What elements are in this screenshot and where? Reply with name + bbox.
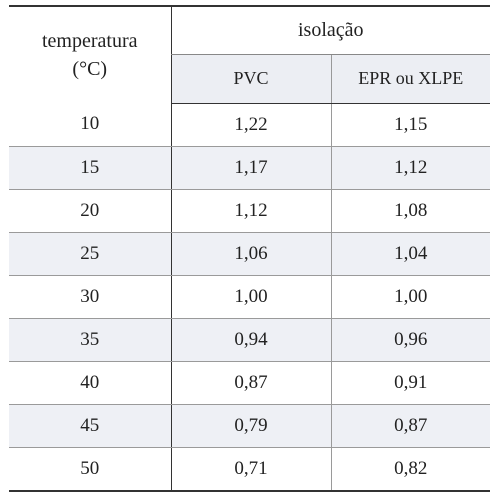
epr-xlpe-cell: 0,91 [331,361,490,405]
pvc-cell: 0,79 [171,404,332,448]
table-row: 35 0,94 0,96 [9,318,490,362]
pvc-cell: 1,17 [171,146,332,190]
header-row-2: PVC EPR ou XLPE [9,54,490,104]
table-row: 20 1,12 1,08 [9,189,490,233]
table-row: 30 1,00 1,00 [9,275,490,319]
pvc-cell: 0,71 [171,447,332,490]
epr-xlpe-cell: 1,15 [331,103,490,147]
epr-xlpe-cell: 1,12 [331,146,490,190]
epr-xlpe-cell: 0,87 [331,404,490,448]
pvc-cell: 1,22 [171,103,332,147]
correction-factor-table: temperatura (°C) isolação PVC EPR ou XLP… [9,7,490,490]
epr-xlpe-cell: 1,00 [331,275,490,319]
pvc-cell: 1,12 [171,189,332,233]
table-row: 25 1,06 1,04 [9,232,490,276]
table-row: 15 1,17 1,12 [9,146,490,190]
table-row: 50 0,71 0,82 [9,447,490,490]
temperature-header-label: temperatura [42,30,138,52]
table-row: 40 0,87 0,91 [9,361,490,405]
table-body: 10 1,22 1,15 15 1,17 1,12 20 1,12 1,08 2… [9,103,490,490]
temperature-cell: 20 [9,189,172,233]
table-row: 45 0,79 0,87 [9,404,490,448]
temperature-cell: 40 [9,361,172,405]
epr-xlpe-cell: 0,96 [331,318,490,362]
correction-factor-table-frame: temperatura (°C) isolação PVC EPR ou XLP… [9,5,490,492]
table-header: temperatura (°C) isolação PVC EPR ou XLP… [9,7,490,104]
temperature-cell: 15 [9,146,172,190]
pvc-cell: 0,87 [171,361,332,405]
epr-xlpe-cell: 1,08 [331,189,490,233]
temperature-cell: 35 [9,318,172,362]
epr-xlpe-column-header: EPR ou XLPE [330,54,490,104]
insulation-group-header: isolação [170,7,490,55]
pvc-column-header: PVC [170,54,331,104]
pvc-cell: 0,94 [171,318,332,362]
temperature-cell: 50 [9,447,172,490]
temperature-header-unit: (°C) [72,58,108,80]
temperature-cell: 10 [9,103,172,147]
pvc-cell: 1,06 [171,232,332,276]
temperature-cell: 25 [9,232,172,276]
temperature-header: temperatura (°C) [9,7,171,103]
epr-xlpe-cell: 0,82 [394,457,428,479]
header-row-1: temperatura (°C) isolação [9,7,490,103]
epr-xlpe-cell: 1,04 [331,232,490,276]
temperature-cell: 45 [9,404,172,448]
pvc-cell: 1,00 [171,275,332,319]
temperature-cell: 30 [9,275,172,319]
table-row: 10 1,22 1,15 [9,103,490,147]
